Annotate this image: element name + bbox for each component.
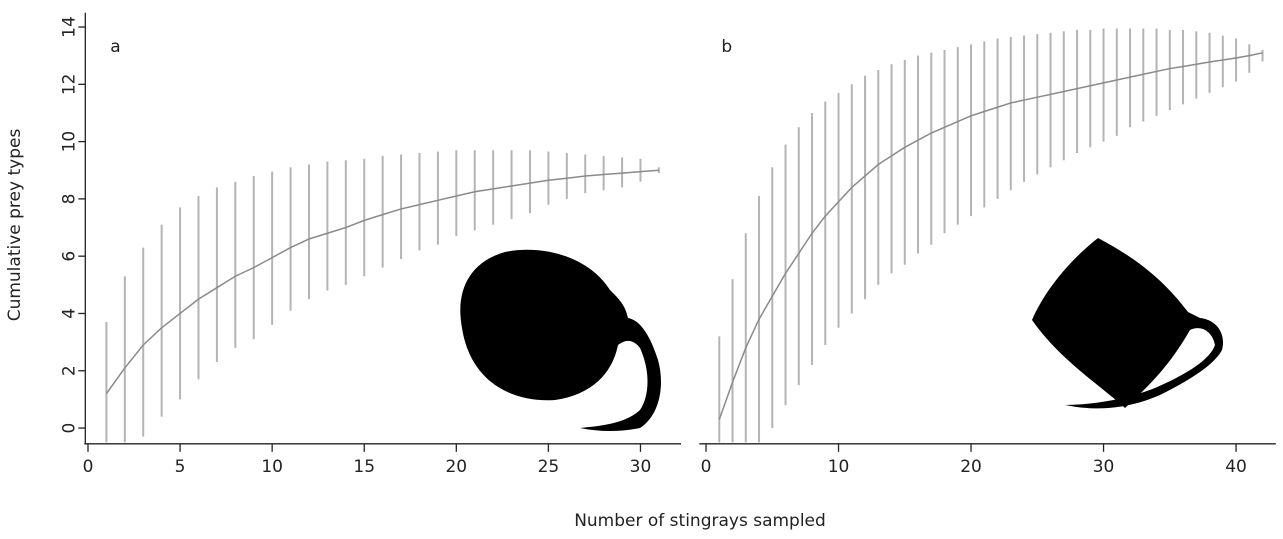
x-tick-label: 25 (538, 457, 560, 477)
y-tick-label: 10 (59, 131, 79, 153)
x-tick-label: 20 (960, 457, 982, 477)
y-tick-label: 6 (59, 251, 79, 262)
x-tick-label: 5 (175, 457, 186, 477)
x-tick-label: 0 (83, 457, 94, 477)
x-tick-label: 40 (1225, 457, 1247, 477)
panel-label: a (110, 37, 120, 57)
x-tick-label: 15 (353, 457, 375, 477)
x-tick-label: 20 (445, 457, 467, 477)
y-tick-label: 0 (59, 423, 79, 434)
x-tick-label: 0 (701, 457, 712, 477)
stingray-a (460, 249, 661, 431)
x-tick-label: 10 (261, 457, 283, 477)
y-axis-title: Cumulative prey types (5, 129, 25, 322)
x-axis-title: Number of stingrays sampled (574, 511, 826, 531)
y-tick-label: 12 (59, 73, 79, 95)
y-tick-label: 4 (59, 308, 79, 319)
x-tick-label: 30 (1093, 457, 1115, 477)
x-tick-label: 10 (828, 457, 850, 477)
panel-label: b (721, 37, 732, 57)
y-tick-label: 14 (59, 16, 79, 38)
y-tick-label: 8 (59, 193, 79, 204)
stingray-b (1032, 238, 1224, 409)
mean-curve (718, 52, 1263, 420)
y-tick-label: 2 (59, 365, 79, 376)
x-tick-label: 30 (630, 457, 652, 477)
mean-curve (105, 169, 659, 395)
